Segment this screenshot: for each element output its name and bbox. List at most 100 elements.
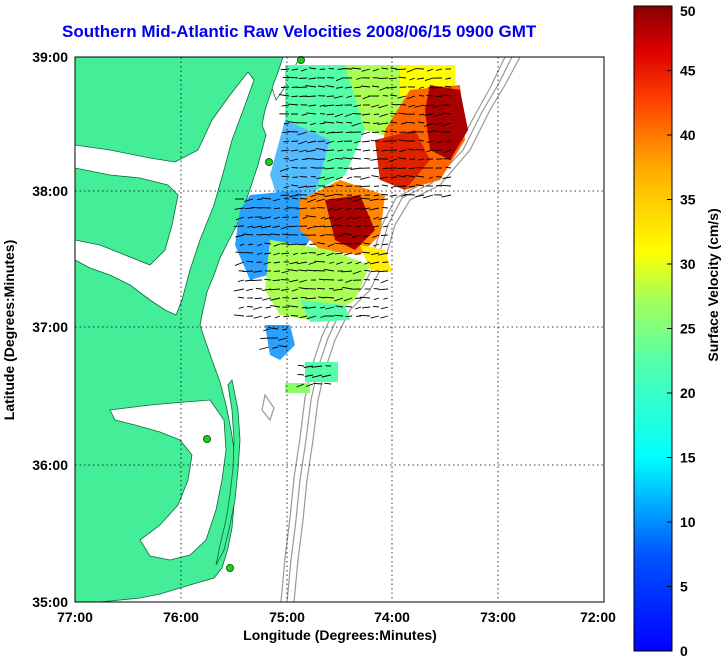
velocity-arrow xyxy=(324,167,335,170)
velocity-arrow xyxy=(335,77,344,82)
velocity-arrow xyxy=(234,207,245,210)
velocity-arrow xyxy=(398,112,407,115)
velocity-arrow xyxy=(301,158,308,161)
colorbar-tick-label: 5 xyxy=(680,579,688,595)
velocity-arrow xyxy=(280,68,290,71)
velocity-arrow xyxy=(424,77,434,82)
velocity-arrow xyxy=(334,157,344,160)
velocity-arrow xyxy=(311,365,323,368)
velocity-arrow xyxy=(350,167,362,170)
velocity-arrow xyxy=(360,207,371,210)
velocity-arrow xyxy=(307,140,317,144)
velocity-arrow xyxy=(246,305,254,308)
velocity-arrow xyxy=(363,242,371,245)
velocity-arrow xyxy=(359,314,371,317)
velocity-arrow xyxy=(397,167,407,169)
velocity-arrow xyxy=(273,243,281,247)
velocity-arrow xyxy=(354,140,362,144)
velocity-arrow xyxy=(288,103,299,106)
y-tick-label: 35:00 xyxy=(32,594,68,610)
velocity-arrow xyxy=(290,184,299,187)
velocity-arrow xyxy=(283,198,290,200)
velocity-arrow xyxy=(396,185,407,187)
velocity-arrow xyxy=(306,269,317,272)
velocity-arrow xyxy=(320,306,326,309)
velocity-arrow xyxy=(404,174,416,178)
velocity-arrow xyxy=(327,243,335,248)
velocity-arrow xyxy=(409,77,416,81)
velocity-arrow xyxy=(314,193,326,196)
velocity-arrow xyxy=(281,149,290,152)
velocity-arrow xyxy=(317,140,326,143)
velocity-arrow xyxy=(372,85,380,88)
velocity-arrow xyxy=(287,76,299,79)
velocity-arrow xyxy=(406,95,416,100)
velocity-arrow xyxy=(445,85,452,88)
velocity-arrow xyxy=(344,252,353,256)
velocity-arrow xyxy=(334,207,344,211)
velocity-arrow xyxy=(372,225,380,228)
velocity-arrow xyxy=(327,207,335,211)
velocity-arrow xyxy=(352,216,362,220)
velocity-arrow xyxy=(306,112,317,115)
velocity-arrow xyxy=(370,104,380,108)
velocity-arrow xyxy=(257,243,263,247)
velocity-arrow xyxy=(395,68,407,71)
velocity-arrow xyxy=(398,157,407,160)
velocity-arrow xyxy=(318,278,326,281)
map-title: Southern Mid-Atlantic Raw Velocities 200… xyxy=(62,22,537,41)
velocity-arrow xyxy=(247,225,254,228)
velocity-arrow xyxy=(390,121,398,124)
velocity-arrow xyxy=(382,167,389,170)
velocity-arrow xyxy=(371,252,380,256)
velocity-arrow xyxy=(364,157,371,160)
velocity-arrow xyxy=(269,297,281,301)
velocity-arrow xyxy=(288,225,299,228)
velocity-arrow xyxy=(419,113,425,116)
velocity-arrow xyxy=(369,261,380,265)
velocity-arrow xyxy=(390,176,398,178)
velocity-arrow xyxy=(315,158,326,161)
station-marker xyxy=(203,435,211,443)
velocity-arrow xyxy=(235,216,245,221)
velocity-arrow xyxy=(436,68,443,71)
velocity-arrow xyxy=(334,252,344,255)
velocity-arrow xyxy=(404,194,416,196)
velocity-arrow xyxy=(296,86,308,89)
velocity-arrow xyxy=(325,85,335,88)
velocity-arrow xyxy=(287,131,299,133)
velocity-arrow xyxy=(332,131,344,134)
velocity-arrow xyxy=(437,140,443,144)
velocity-arrow xyxy=(287,121,299,124)
velocity-arrow xyxy=(316,252,326,256)
colorbar-tick-label: 15 xyxy=(680,450,696,466)
colorbar-tick-label: 25 xyxy=(680,321,696,337)
velocity-arrow xyxy=(234,314,245,317)
velocity-arrow xyxy=(323,104,335,107)
velocity-arrow xyxy=(265,306,272,309)
velocity-arrow xyxy=(280,86,290,88)
velocity-arrow xyxy=(308,261,317,265)
velocity-arrow xyxy=(281,175,290,178)
colorbar-tick-label: 45 xyxy=(680,63,696,79)
velocity-arrow xyxy=(300,252,308,255)
velocity-field xyxy=(235,65,468,393)
velocity-arrow xyxy=(382,261,389,263)
velocity-arrow xyxy=(388,77,398,80)
velocity-arrow xyxy=(323,185,335,188)
velocity-arrow xyxy=(337,140,344,143)
velocity-arrow xyxy=(408,104,416,108)
velocity-arrow xyxy=(369,207,380,211)
velocity-arrow xyxy=(319,234,326,237)
velocity-arrow xyxy=(353,194,362,199)
velocity-arrow xyxy=(351,157,362,160)
velocity-arrow xyxy=(360,197,371,200)
velocity-arrow xyxy=(247,216,254,219)
velocity-arrow xyxy=(380,279,389,284)
colorbar-tick-label: 40 xyxy=(680,127,696,143)
velocity-arrow xyxy=(355,297,362,299)
velocity-arrow xyxy=(297,373,305,376)
land-mass xyxy=(75,57,284,602)
velocity-arrow xyxy=(355,306,362,310)
velocity-arrow xyxy=(416,77,425,80)
